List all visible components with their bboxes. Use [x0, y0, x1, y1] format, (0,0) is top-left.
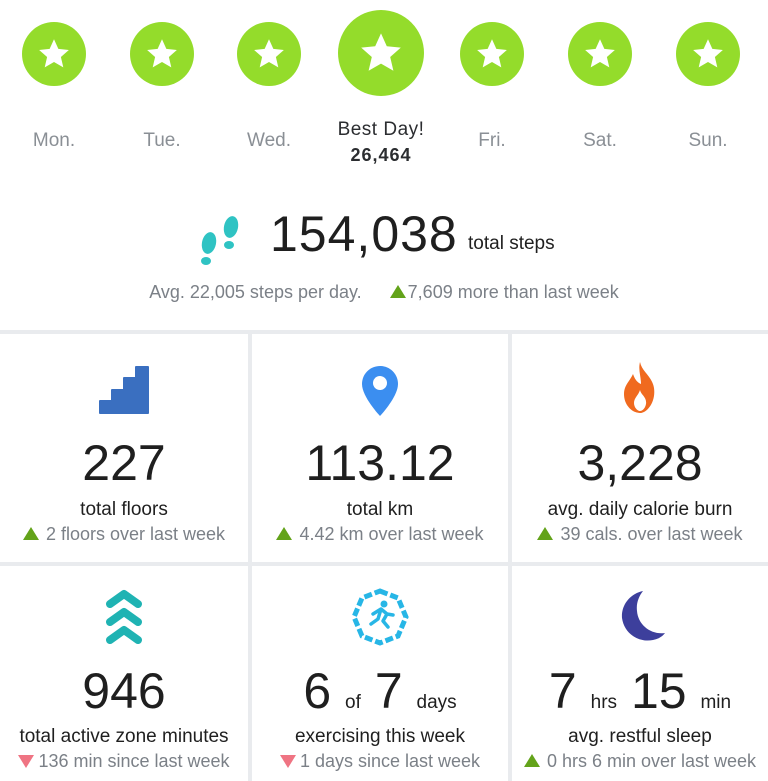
- exercise-days-value: 6: [303, 663, 332, 719]
- moon-icon-wrap: [512, 588, 768, 644]
- steps-comparison: 7,609 more than last week: [407, 282, 619, 302]
- sleep-hours-unit: hrs: [590, 692, 618, 713]
- steps-summary: 154,038 total steps: [0, 205, 768, 275]
- trend-up-icon: [389, 284, 406, 298]
- exercise-label: exercising this week: [294, 726, 466, 747]
- calories-delta-text: 39 cals. over last week: [560, 524, 743, 544]
- best-day-label: Best Day!: [337, 119, 425, 140]
- distance-label: total km: [346, 499, 414, 520]
- day-fri[interactable]: Fri.: [438, 0, 546, 151]
- moon-icon: [621, 591, 665, 641]
- trend-down-icon: [18, 754, 35, 768]
- distance-value: 113.12: [305, 435, 455, 491]
- weekly-goal-row: Mon. Tue. Wed. Best Day! 26,464 Fri. Sat…: [0, 0, 768, 180]
- tile-floors[interactable]: 227 total floors 2 floors over last week: [0, 334, 248, 562]
- exercise-delta: 1 days since last week: [252, 751, 508, 772]
- star-icon: [361, 33, 401, 71]
- avg-steps-text: Avg. 22,005 steps per day.: [149, 282, 362, 302]
- chevrons-up-icon: [106, 590, 142, 644]
- exercise-unit: days: [416, 692, 457, 713]
- steps-average-row: Avg. 22,005 steps per day. 7,609 more tha…: [0, 282, 768, 303]
- runner-icon: [351, 588, 409, 646]
- star-badge: [568, 22, 632, 86]
- footprints-icon: [201, 216, 239, 265]
- day-wed[interactable]: Wed.: [215, 0, 323, 151]
- day-sat[interactable]: Sat.: [546, 0, 654, 151]
- trend-up-icon: [22, 526, 39, 540]
- map-pin-icon-wrap: [252, 364, 508, 418]
- floors-delta: 2 floors over last week: [0, 524, 248, 545]
- distance-delta: 4.42 km over last week: [252, 524, 508, 545]
- day-sun[interactable]: Sun.: [654, 0, 762, 151]
- exercise-value-row: 6 of 7 days: [252, 666, 508, 716]
- sleep-label: avg. restful sleep: [568, 726, 712, 747]
- sleep-hours-value: 7: [548, 663, 577, 719]
- azm-delta-text: 136 min since last week: [38, 751, 230, 771]
- exercise-delta-text: 1 days since last week: [299, 751, 481, 771]
- day-label: Mon.: [32, 130, 76, 151]
- floors-value: 227: [82, 435, 166, 491]
- stats-grid: 227 total floors 2 floors over last week…: [0, 330, 768, 781]
- stairs-icon: [99, 366, 149, 414]
- flame-icon-wrap: [512, 360, 768, 416]
- azm-value: 946: [82, 663, 166, 719]
- azm-delta: 136 min since last week: [0, 751, 248, 772]
- tile-active-zone-minutes[interactable]: 946 total active zone minutes 136 min si…: [0, 566, 248, 781]
- tile-distance[interactable]: 113.12 total km 4.42 km over last week: [252, 334, 508, 562]
- calories-label: avg. daily calorie burn: [547, 499, 733, 520]
- star-badge: [237, 22, 301, 86]
- distance-delta-text: 4.42 km over last week: [299, 524, 484, 544]
- total-steps-unit: total steps: [468, 233, 555, 254]
- map-pin-icon: [362, 366, 398, 416]
- day-label: Sat.: [583, 130, 617, 151]
- stairs-icon-wrap: [0, 364, 248, 416]
- best-day-steps: 26,464: [350, 145, 412, 165]
- floors-label: total floors: [80, 499, 168, 520]
- star-badge: [130, 22, 194, 86]
- trend-up-icon: [537, 526, 554, 540]
- trend-down-icon: [279, 754, 296, 768]
- floors-delta-text: 2 floors over last week: [45, 524, 226, 544]
- runner-icon-wrap: [252, 588, 508, 646]
- tile-sleep[interactable]: 7 hrs 15 min avg. restful sleep 0 hrs 6 …: [512, 566, 768, 781]
- day-label: Sun.: [688, 130, 728, 151]
- day-label: Tue.: [143, 130, 181, 151]
- sleep-delta: 0 hrs 6 min over last week: [512, 751, 768, 772]
- sleep-value-row: 7 hrs 15 min: [512, 666, 768, 716]
- calories-value: 3,228: [577, 435, 703, 491]
- day-label: Wed.: [246, 130, 291, 151]
- azm-label: total active zone minutes: [19, 726, 229, 747]
- tile-calories[interactable]: 3,228 avg. daily calorie burn 39 cals. o…: [512, 334, 768, 562]
- star-icon: [39, 39, 69, 68]
- total-steps-value: 154,038: [270, 206, 458, 262]
- calories-delta: 39 cals. over last week: [512, 524, 768, 545]
- star-badge: [22, 22, 86, 86]
- flame-icon: [624, 362, 655, 413]
- day-tue[interactable]: Tue.: [108, 0, 216, 151]
- day-mon[interactable]: Mon.: [0, 0, 108, 151]
- exercise-of: of: [345, 692, 361, 713]
- star-badge-best: [338, 10, 424, 96]
- star-icon: [477, 39, 507, 68]
- star-icon: [693, 39, 723, 68]
- star-icon: [585, 39, 615, 68]
- star-icon: [147, 39, 177, 68]
- star-badge: [676, 22, 740, 86]
- trend-up-icon: [276, 526, 293, 540]
- sleep-minutes-value: 15: [630, 663, 687, 719]
- sleep-minutes-unit: min: [700, 692, 732, 713]
- sleep-delta-text: 0 hrs 6 min over last week: [546, 751, 757, 771]
- star-icon: [254, 39, 284, 68]
- day-best[interactable]: Best Day! 26,464: [327, 0, 435, 165]
- chevrons-up-icon-wrap: [0, 588, 248, 646]
- star-badge: [460, 22, 524, 86]
- trend-up-icon: [523, 753, 540, 767]
- day-label: Fri.: [478, 130, 506, 151]
- exercise-goal-value: 7: [374, 663, 403, 719]
- tile-exercise[interactable]: 6 of 7 days exercising this week 1 days …: [252, 566, 508, 781]
